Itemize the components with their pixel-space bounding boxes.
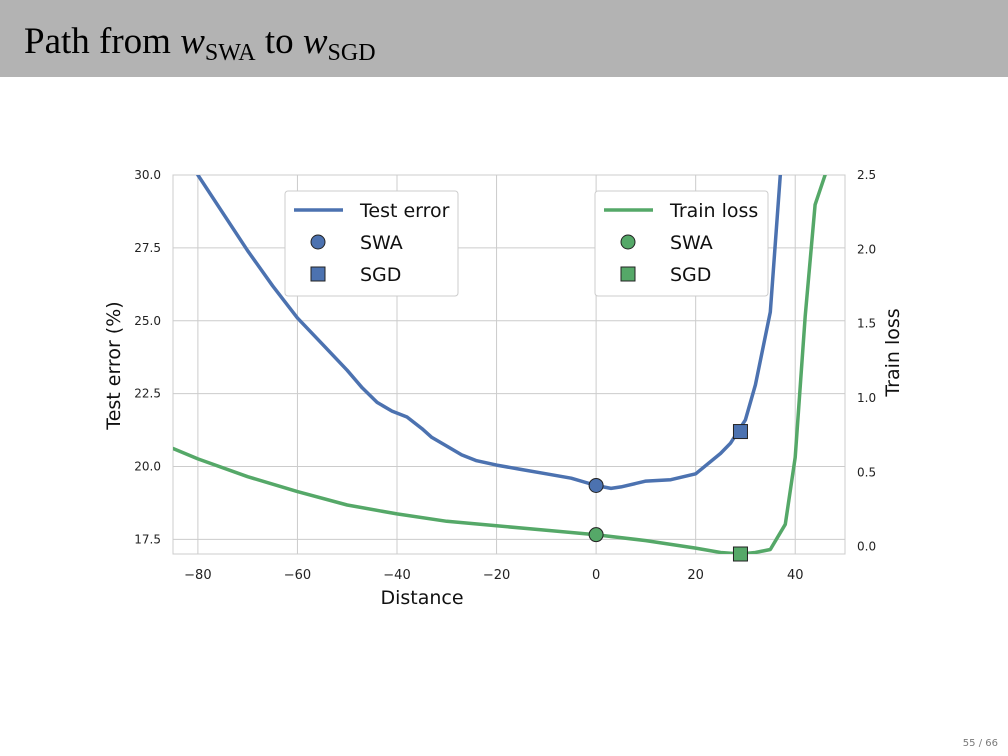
x-axis-label: Distance [380,587,463,609]
legend-square-swatch [620,266,636,282]
legend-circle-swatch [620,234,636,250]
y-tick-label-left: 27.5 [134,241,161,255]
legend-upper-left: Test error SWA SGD [284,190,459,297]
y-tick-label-left: 20.0 [134,460,161,474]
page-total: 66 [985,738,998,749]
y-tick-label-left: 25.0 [134,314,161,328]
slide-title-bar [0,0,1008,77]
legend-frame [284,190,459,297]
w-swa-subscript: SWA [204,40,256,66]
marker-swa-test-error [588,477,604,493]
w-swa-symbol: w [180,21,205,62]
title-middle: to [255,21,303,62]
marker-sgd-test-error [732,424,748,440]
y-tick-label-right: 1.0 [857,391,876,405]
x-tick-label: 20 [687,568,704,583]
x-tick-label: 0 [592,568,600,583]
page-number: 55 / 66 [963,738,998,749]
y-axis-label-right: Train loss [882,308,904,397]
plot-frame [172,174,846,555]
slide-title: Path from wSWA to wSGD [24,20,376,67]
legend-upper-right: Train loss SWA SGD [594,190,769,297]
w-sgd-subscript: SGD [327,40,376,66]
series-line-train-loss [173,175,827,554]
x-tick-label: −20 [483,568,510,583]
legend-entry-label: Train loss [669,200,758,222]
series-line-test-error [196,175,783,491]
legend-entry-label: SWA [670,232,713,254]
y-tick-label-left: 17.5 [134,532,161,546]
legend-frame [594,190,769,297]
marker-swa-train-loss [588,527,604,543]
x-tick-label: −80 [184,568,211,583]
y-tick-label-left: 30.0 [134,168,161,182]
y-tick-label-right: 0.5 [857,465,876,479]
y-tick-label-right: 2.5 [857,168,876,182]
y-axis-label-left: Test error (%) [103,301,125,430]
y-tick-label-left: 22.5 [134,387,161,401]
legend-entry-label: SGD [360,264,401,286]
legend-circle-swatch [310,234,326,250]
y-tick-label-right: 1.5 [857,317,876,331]
legend-square-swatch [310,266,326,282]
x-tick-label: −60 [284,568,311,583]
x-tick-label: −40 [383,568,410,583]
title-prefix: Path from [24,21,181,62]
page-separator: / [975,738,986,749]
page-current: 55 [962,738,976,749]
legend-entry-label: SWA [360,232,403,254]
w-sgd-symbol: w [302,21,328,62]
y-tick-label-right: 2.0 [857,242,876,256]
legend-entry-label: SGD [670,264,711,286]
marker-sgd-train-loss [732,546,748,562]
y-tick-label-right: 0.0 [857,540,876,554]
plot-series-group [173,175,827,554]
legend-entry-label: Test error [359,200,450,222]
x-tick-label: 40 [787,568,804,583]
